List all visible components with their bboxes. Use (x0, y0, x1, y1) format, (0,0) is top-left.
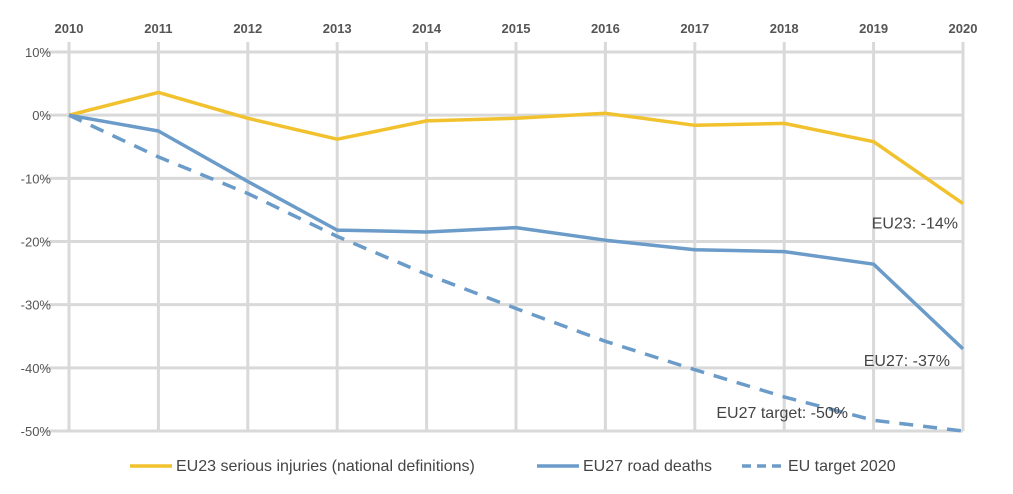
x-tick-label: 2012 (233, 21, 262, 36)
x-tick-label: 2014 (412, 21, 442, 36)
annotation-label: EU27: -37% (864, 353, 950, 370)
y-tick-label: -30% (21, 298, 52, 313)
y-tick-label: -10% (21, 171, 52, 186)
legend-label: EU27 road deaths (583, 458, 712, 475)
y-tick-label: -40% (21, 361, 52, 376)
x-tick-label: 2010 (55, 21, 84, 36)
x-tick-label: 2013 (323, 21, 352, 36)
y-tick-label: 0% (32, 108, 51, 123)
x-tick-label: 2020 (949, 21, 978, 36)
x-tick-label: 2017 (680, 21, 709, 36)
x-tick-label: 2018 (770, 21, 799, 36)
legend: EU23 serious injuries (national definiti… (130, 458, 896, 475)
grid (44, 42, 965, 433)
x-tick-label: 2019 (859, 21, 888, 36)
x-tick-label: 2016 (591, 21, 620, 36)
x-tick-label: 2011 (144, 21, 172, 36)
annotation-label: EU27 target: -50% (716, 405, 848, 422)
y-tick-label: -20% (21, 235, 52, 250)
y-tick-label: -50% (21, 424, 52, 439)
annotation-label: EU23: -14% (872, 216, 958, 233)
legend-label: EU target 2020 (788, 458, 896, 475)
y-axis-tick-labels: 10% 0% -10% -20% -30% -40% -50% (21, 45, 52, 439)
series-lines (68, 90, 965, 433)
x-axis-tick-labels: 2010 2011 2012 2013 2014 2015 2016 2017 2018 2019… (55, 21, 978, 36)
annotations: EU23: -14% EU27: -37% EU27 target: -50% (716, 216, 958, 422)
legend-label: EU23 serious injuries (national definiti… (176, 458, 475, 475)
y-tick-label: 10% (25, 45, 51, 60)
x-tick-label: 2015 (502, 21, 531, 36)
